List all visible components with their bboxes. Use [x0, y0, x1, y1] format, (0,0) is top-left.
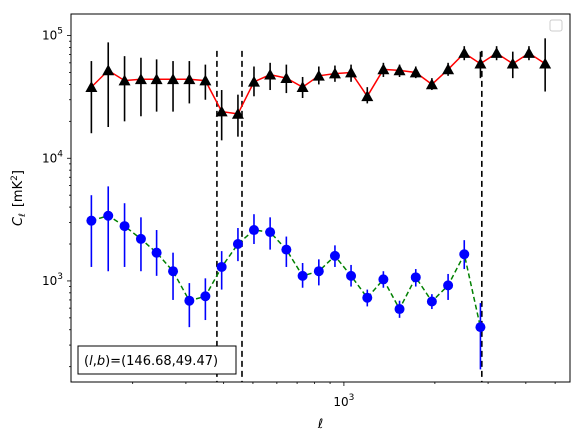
data-point-circle — [151, 247, 162, 258]
data-point-triangle — [118, 74, 131, 86]
data-point-circle — [346, 270, 357, 281]
data-point-triangle — [474, 57, 487, 69]
x-axis-label: ℓ — [317, 417, 323, 432]
data-point-triangle — [102, 64, 115, 76]
x-tick-label: 103 — [333, 393, 354, 409]
y-axis-label: Cℓ[mK2] — [10, 170, 28, 226]
data-point-triangle — [231, 107, 244, 119]
data-point-circle — [378, 274, 389, 285]
data-point-triangle — [183, 73, 196, 85]
data-point-triangle — [312, 69, 325, 81]
data-point-circle — [184, 295, 195, 306]
axis-ticks — [67, 35, 556, 386]
data-point-circle — [297, 270, 308, 281]
data-point-triangle — [377, 63, 390, 75]
data-point-triangle — [522, 47, 535, 58]
data-point-triangle — [458, 47, 471, 58]
coordinate-annotation: (l,b)=(146.68,49.47) — [77, 345, 237, 375]
data-point-circle — [459, 249, 470, 260]
data-point-circle — [313, 266, 324, 277]
data-point-triangle — [199, 74, 212, 86]
data-point-circle — [168, 266, 179, 277]
data-point-circle — [426, 296, 437, 307]
plot-frame — [70, 13, 571, 383]
series-0 — [85, 38, 552, 141]
data-point-triangle — [425, 78, 438, 90]
data-point-triangle — [280, 72, 293, 83]
series-layer — [85, 38, 552, 370]
data-point-triangle — [85, 81, 98, 92]
data-point-circle — [216, 261, 227, 272]
data-point-triangle — [345, 66, 358, 78]
annotation-text: (l,b)=(146.68,49.47) — [84, 354, 218, 369]
data-point-circle — [200, 291, 211, 302]
data-point-circle — [86, 215, 97, 226]
y-tick-label: 103 — [42, 272, 63, 288]
data-point-triangle — [539, 57, 552, 69]
data-point-circle — [475, 322, 486, 333]
data-point-triangle — [264, 68, 277, 80]
y-tick-label: 105 — [42, 27, 63, 43]
legend-box — [549, 19, 563, 32]
data-point-circle — [135, 233, 146, 244]
data-point-circle — [103, 210, 114, 221]
data-point-circle — [394, 304, 405, 315]
data-point-triangle — [215, 105, 228, 117]
data-point-circle — [362, 292, 373, 303]
data-point-circle — [119, 221, 130, 232]
data-point-triangle — [361, 90, 374, 102]
vertical-lines — [216, 50, 483, 382]
data-point-circle — [232, 239, 243, 250]
series-line — [91, 214, 482, 328]
y-tick-label: 104 — [42, 149, 63, 165]
data-point-triangle — [296, 81, 309, 92]
data-point-triangle — [134, 73, 147, 85]
data-point-triangle — [150, 73, 163, 85]
data-point-triangle — [490, 47, 503, 58]
data-point-circle — [410, 272, 421, 283]
data-point-circle — [281, 244, 292, 255]
series-1 — [86, 186, 486, 370]
data-point-circle — [248, 225, 259, 236]
data-point-circle — [443, 280, 454, 291]
data-point-triangle — [506, 57, 519, 69]
data-point-triangle — [393, 64, 406, 76]
data-point-circle — [265, 227, 276, 238]
data-point-triangle — [167, 73, 180, 85]
data-point-triangle — [328, 67, 341, 79]
data-point-circle — [329, 250, 340, 261]
data-point-triangle — [409, 66, 422, 78]
data-point-triangle — [247, 75, 260, 87]
data-point-triangle — [442, 63, 455, 75]
annotation-box — [77, 345, 237, 375]
